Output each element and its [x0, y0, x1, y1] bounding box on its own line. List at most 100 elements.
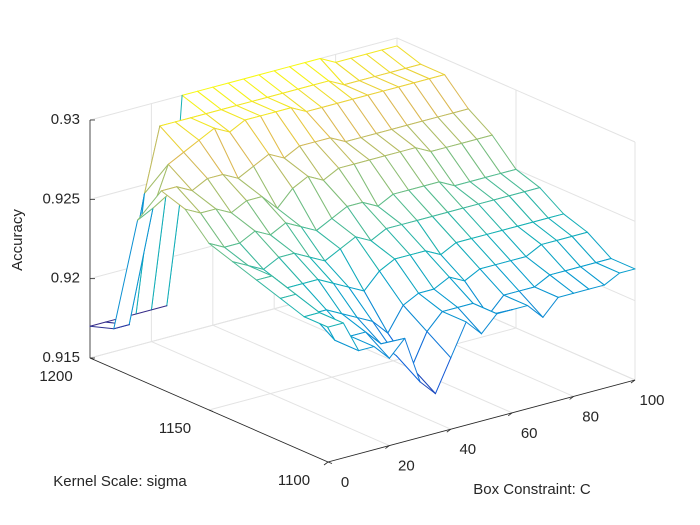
mesh-edge — [285, 222, 311, 258]
mesh-edge — [256, 275, 273, 281]
mesh-edge — [275, 107, 292, 113]
mesh-edge — [396, 45, 422, 65]
mesh-edge — [353, 159, 370, 165]
mesh-edge — [113, 324, 130, 330]
mesh-cell — [595, 258, 636, 274]
mesh-edge — [398, 86, 423, 122]
mesh-face — [321, 103, 361, 142]
mesh-edge — [586, 231, 612, 260]
mesh-edge — [428, 74, 446, 80]
mesh-edge — [398, 82, 415, 88]
mesh-face — [302, 279, 342, 314]
mesh-edge — [431, 215, 457, 244]
mesh-face — [205, 109, 246, 133]
mesh-face — [245, 115, 285, 159]
mesh-edge — [433, 288, 459, 308]
mesh-face — [370, 228, 411, 260]
mesh-cell — [303, 312, 344, 328]
mesh-edge — [362, 201, 379, 207]
mesh-edge — [420, 63, 446, 76]
mesh-face — [393, 190, 433, 221]
mesh-edge — [454, 185, 479, 205]
mesh-edge — [348, 286, 373, 322]
mesh-face — [454, 181, 494, 205]
mesh-face — [429, 74, 469, 113]
mesh-edge — [254, 230, 271, 236]
mesh-face — [410, 250, 450, 290]
mesh-edge — [547, 213, 565, 219]
mesh-edge — [352, 94, 369, 100]
mesh-edge — [447, 207, 464, 213]
mesh-edge — [362, 201, 387, 230]
mesh-face — [495, 260, 535, 292]
mesh-edge — [299, 145, 324, 181]
mesh-face — [274, 66, 314, 90]
mesh-edge — [232, 261, 258, 281]
mesh-edge — [331, 218, 357, 238]
x-axis-label: Box Constraint: C — [473, 481, 591, 498]
mesh-face — [238, 166, 278, 209]
mesh-edge — [532, 221, 558, 241]
mesh-face — [144, 126, 184, 194]
mesh-face — [541, 240, 581, 271]
mesh-face — [384, 151, 424, 191]
mesh-edge — [212, 86, 238, 107]
mesh-edge — [290, 107, 316, 143]
mesh-edge — [448, 276, 466, 282]
mesh-face — [556, 236, 596, 267]
mesh-face — [221, 105, 261, 121]
mesh-edge — [518, 286, 535, 292]
mesh-edge — [477, 199, 495, 205]
mesh-edge — [200, 208, 217, 214]
mesh-face — [344, 80, 384, 96]
mesh-edge — [299, 141, 316, 147]
x-tick-label: 0 — [341, 474, 349, 491]
y-tick-label: 1100 — [278, 472, 310, 489]
mesh-face — [113, 208, 153, 329]
mesh-face — [502, 226, 542, 257]
mesh-face — [415, 147, 455, 186]
mesh-face — [485, 173, 525, 196]
mesh-edge — [336, 102, 362, 139]
mesh-edge — [434, 357, 452, 395]
mesh-edge — [370, 228, 387, 242]
mesh-edge — [229, 131, 254, 167]
mesh-edge — [309, 256, 326, 262]
mesh-edge — [457, 302, 474, 308]
mesh-edge — [196, 90, 222, 111]
mesh-edge — [588, 284, 605, 290]
mesh-edge — [373, 346, 390, 359]
label-layer: Box Constraint: C Kernel Scale: sigma Ac… — [9, 111, 665, 498]
mesh-edge — [304, 58, 321, 64]
mesh-edge — [342, 322, 360, 352]
mesh-edge — [220, 105, 238, 111]
mesh-edge — [332, 282, 350, 288]
mesh-edge — [360, 137, 386, 157]
mesh-edge — [392, 189, 410, 195]
mesh-edge — [571, 235, 597, 264]
mesh-edge — [237, 165, 254, 179]
mesh-face — [548, 213, 588, 237]
mesh-face — [394, 254, 434, 294]
mesh-edge — [431, 211, 449, 217]
mesh-face — [401, 220, 441, 255]
mesh-face — [313, 80, 353, 104]
mesh-edge — [378, 258, 396, 272]
mesh-edge — [595, 258, 612, 264]
mesh-edge — [402, 292, 420, 306]
mesh-edge — [346, 201, 363, 207]
mesh-edge — [190, 113, 207, 119]
mesh-edge — [517, 225, 542, 246]
mesh-edge — [375, 132, 401, 153]
mesh-edge — [350, 53, 367, 59]
mesh-edge — [424, 250, 442, 256]
mesh-edge — [461, 138, 478, 144]
mesh-edge — [549, 270, 566, 276]
mesh-face — [168, 152, 208, 191]
mesh-edge — [494, 264, 520, 292]
mesh-cell — [279, 293, 321, 318]
mesh-edge — [259, 111, 277, 117]
z-axis-label: Accuracy — [9, 209, 26, 271]
mesh-edge — [239, 230, 256, 244]
mesh-face — [255, 231, 295, 258]
